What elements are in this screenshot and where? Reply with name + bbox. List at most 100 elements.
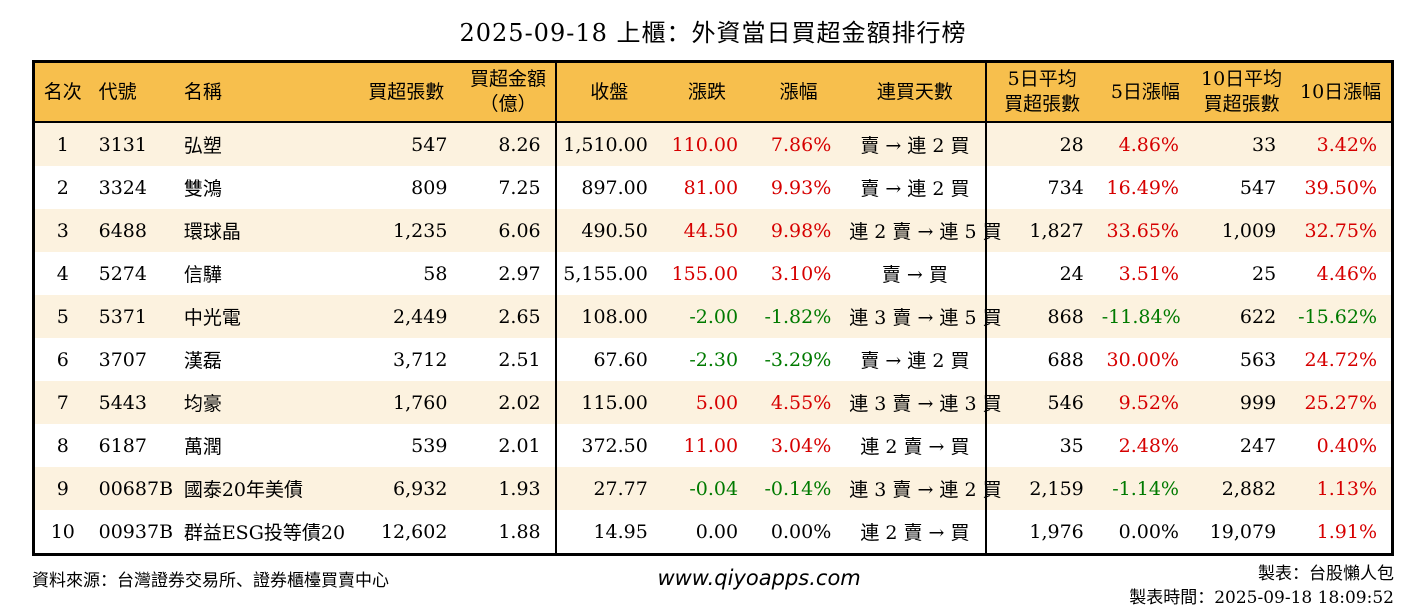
name-cell: 群益ESG投等債20 <box>183 522 346 544</box>
streak-cell: 連 2 賣 → 買 <box>845 510 987 555</box>
table-row: 7 5443 均豪 1,760 2.02 115.00 5.00 4.55% 連… <box>33 381 1393 424</box>
avg5-cell: 546 <box>1047 391 1084 414</box>
change-cell: 0.00 <box>695 520 739 543</box>
pct10-cell: -15.62% <box>1298 305 1377 328</box>
avg10-cell: 33 <box>1252 133 1277 156</box>
net-amt-cell: 2.51 <box>461 338 557 381</box>
rank-cell: 8 <box>56 434 69 457</box>
pct10-cell: 0.40% <box>1316 434 1377 457</box>
code-cell: 6488 <box>98 219 147 242</box>
net-vol-cell: 1,760 <box>393 391 448 414</box>
table-row: 4 5274 信驊 58 2.97 5,155.00 155.00 3.10% … <box>33 252 1393 295</box>
code-cell: 5274 <box>98 262 147 285</box>
header-change-pct: 漲幅 <box>752 61 846 123</box>
rank-cell: 1 <box>56 133 69 156</box>
maker-note: 製表：台股懶人包 <box>1257 564 1394 584</box>
table-row: 6 3707 漢磊 3,712 2.51 67.60 -2.30 -3.29% … <box>33 338 1393 381</box>
streak-cell: 連 2 賣 → 買 <box>845 424 987 467</box>
avg10-cell: 25 <box>1252 262 1277 285</box>
net-vol-cell: 12,602 <box>380 520 448 543</box>
avg5-cell: 1,976 <box>1029 520 1084 543</box>
header-pct5: 5日漲幅 <box>1097 61 1193 123</box>
net-vol-cell: 3,712 <box>393 348 448 371</box>
change-pct-cell: 7.86% <box>770 133 832 156</box>
change-cell: 155.00 <box>671 262 739 285</box>
avg5-cell: 28 <box>1059 133 1084 156</box>
website-url: www.qiyoapps.com <box>657 566 861 590</box>
change-pct-cell: 3.04% <box>770 434 832 457</box>
pct5-cell: 2.48% <box>1118 434 1179 457</box>
change-cell: 81.00 <box>683 176 739 199</box>
rank-cell: 5 <box>56 305 69 328</box>
code-cell: 6187 <box>98 434 147 457</box>
rank-cell: 4 <box>56 262 69 285</box>
close-cell: 5,155.00 <box>563 262 648 285</box>
header-row: 名次 代號 名稱 買超張數 買超金額 （億） 收盤 漲跌 漲幅 連買天數 5日平… <box>33 61 1393 123</box>
streak-cell: 賣 → 連 2 買 <box>845 338 987 381</box>
table-row: 10 00937B 群益ESG投等債20 12,602 1.88 14.95 0… <box>33 510 1393 555</box>
streak-cell: 連 3 賣 → 連 5 買 <box>845 295 1002 338</box>
name-cell: 國泰20年美債 <box>183 479 303 501</box>
header-rank: 名次 <box>33 61 91 123</box>
name-cell: 信驊 <box>183 264 222 286</box>
net-vol-cell: 539 <box>411 434 448 457</box>
header-avg5: 5日平均 買超張數 <box>985 61 1098 123</box>
close-cell: 67.60 <box>593 348 648 371</box>
close-cell: 14.95 <box>593 520 648 543</box>
header-code: 代號 <box>90 61 176 123</box>
close-cell: 1,510.00 <box>563 133 648 156</box>
name-cell: 弘塑 <box>183 135 222 157</box>
change-pct-cell: 9.98% <box>770 219 832 242</box>
pct10-cell: 25.27% <box>1304 391 1377 414</box>
pct5-cell: 33.65% <box>1106 219 1179 242</box>
pct5-cell: -1.14% <box>1112 477 1179 500</box>
table-header: 名次 代號 名稱 買超張數 買超金額 （億） 收盤 漲跌 漲幅 連買天數 5日平… <box>33 61 1393 123</box>
made-time-note: 製表時間：2025-09-18 18:09:52 <box>1129 588 1394 608</box>
change-cell: 110.00 <box>671 133 739 156</box>
close-cell: 108.00 <box>581 305 648 328</box>
table-row: 8 6187 萬潤 539 2.01 372.50 11.00 3.04% 連 … <box>33 424 1393 467</box>
net-amt-cell: 1.93 <box>461 467 557 510</box>
name-cell: 中光電 <box>183 307 241 329</box>
change-pct-cell: 3.10% <box>770 262 832 285</box>
pct10-cell: 1.13% <box>1316 477 1377 500</box>
avg5-cell: 1,827 <box>1029 219 1084 242</box>
net-vol-cell: 547 <box>411 133 448 156</box>
pct5-cell: 4.86% <box>1118 133 1179 156</box>
pct10-cell: 24.72% <box>1304 348 1377 371</box>
streak-cell: 賣 → 連 2 買 <box>845 122 987 166</box>
rank-cell: 7 <box>56 391 69 414</box>
header-pct10: 10日漲幅 <box>1290 61 1393 123</box>
table-row: 3 6488 環球晶 1,235 6.06 490.50 44.50 9.98%… <box>33 209 1393 252</box>
avg5-cell: 35 <box>1059 434 1084 457</box>
net-vol-cell: 58 <box>423 262 448 285</box>
table-row: 1 3131 弘塑 547 8.26 1,510.00 110.00 7.86%… <box>33 122 1393 166</box>
table-row: 2 3324 雙鴻 809 7.25 897.00 81.00 9.93% 賣 … <box>33 166 1393 209</box>
pct10-cell: 3.42% <box>1316 133 1377 156</box>
change-cell: 11.00 <box>683 434 739 457</box>
change-pct-cell: -1.82% <box>764 305 832 328</box>
credit-block: 製表：台股懶人包 製表時間：2025-09-18 18:09:52 <box>1129 562 1394 610</box>
header-net-vol: 買超張數 <box>351 61 462 123</box>
rank-cell: 9 <box>56 477 69 500</box>
table-body: 1 3131 弘塑 547 8.26 1,510.00 110.00 7.86%… <box>33 122 1393 555</box>
change-pct-cell: 4.55% <box>770 391 832 414</box>
net-vol-cell: 809 <box>411 176 448 199</box>
header-streak: 連買天數 <box>845 61 987 123</box>
avg10-cell: 19,079 <box>1209 520 1277 543</box>
change-pct-cell: 0.00% <box>770 520 832 543</box>
code-cell: 3324 <box>98 176 147 199</box>
pct5-cell: 16.49% <box>1106 176 1179 199</box>
pct10-cell: 1.91% <box>1316 520 1377 543</box>
net-vol-cell: 2,449 <box>393 305 448 328</box>
change-cell: 5.00 <box>695 391 739 414</box>
table-row: 9 00687B 國泰20年美債 6,932 1.93 27.77 -0.04 … <box>33 467 1393 510</box>
footer: 資料來源：台灣證券交易所、證券櫃檯買賣中心 www.qiyoapps.com 製… <box>0 556 1426 610</box>
streak-cell: 賣 → 連 2 買 <box>845 166 987 209</box>
name-cell: 萬潤 <box>183 436 222 458</box>
pct10-cell: 4.46% <box>1316 262 1377 285</box>
rank-cell: 2 <box>56 176 69 199</box>
rank-cell: 6 <box>56 348 69 371</box>
change-cell: -0.04 <box>689 477 739 500</box>
